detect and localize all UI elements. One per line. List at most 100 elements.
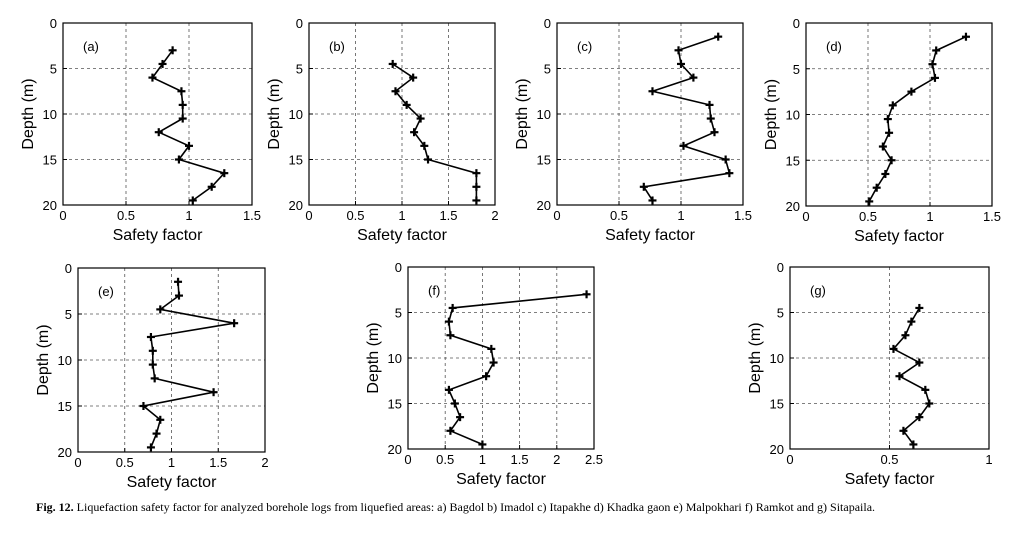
x-tick-label: 0.5 (859, 209, 877, 224)
data-point (648, 87, 657, 96)
plot-frame (62, 22, 253, 206)
x-tick-label: 2 (553, 452, 560, 467)
y-tick-label: 0 (50, 16, 57, 31)
x-tick-label: 0 (802, 209, 809, 224)
panel-label: (a) (83, 39, 99, 54)
y-tick-label: 15 (58, 399, 72, 414)
plot-frame (556, 22, 744, 206)
chart-panel-6: 0 0.5 1 1.5 2 2.5 0 5 10 15 20 (f) Safety factor Dept… (365, 260, 603, 488)
data-point (148, 360, 157, 369)
y-tick-label: 10 (770, 351, 784, 366)
data-point (714, 32, 723, 41)
x-tick-label: 0 (305, 208, 312, 223)
data-point (907, 317, 916, 326)
x-tick-label: 0.5 (117, 208, 135, 223)
series-line (151, 49, 226, 202)
data-point (930, 73, 939, 82)
data-point (420, 141, 429, 150)
data-point (932, 46, 941, 55)
y-tick-label: 20 (58, 445, 72, 460)
panel-label: (f) (428, 283, 440, 298)
y-tick-label: 20 (388, 442, 402, 457)
x-tick-label: 0.5 (116, 455, 134, 470)
data-point (639, 182, 648, 191)
x-tick-label: 1.5 (209, 455, 227, 470)
data-point (150, 374, 159, 383)
x-tick-label: 1.5 (983, 209, 1001, 224)
y-tick-label: 10 (786, 108, 800, 123)
chart-panel-3: 0 0.5 1 1.5 0 5 10 15 20 (c) Safety factor Depth (m… (514, 16, 752, 244)
y-tick-label: 15 (786, 153, 800, 168)
data-point (928, 60, 937, 69)
panel-label: (d) (826, 39, 842, 54)
x-tick-label: 1 (398, 208, 405, 223)
data-point (710, 128, 719, 137)
y-tick-label: 10 (289, 107, 303, 122)
data-point (409, 73, 418, 82)
data-point (725, 169, 734, 178)
panel-label: (c) (577, 39, 592, 54)
x-axis-label: Safety factor (127, 474, 217, 491)
data-point (448, 303, 457, 312)
x-tick-label: 1 (185, 208, 192, 223)
data-point (721, 155, 730, 164)
x-tick-label: 1.5 (243, 208, 261, 223)
data-point (887, 156, 896, 165)
data-point (677, 59, 685, 68)
y-tick-label: 5 (395, 306, 402, 321)
data-point (865, 197, 874, 206)
y-axis-label: Depth (m) (35, 324, 52, 395)
data-point (883, 115, 892, 124)
panel-label: (g) (810, 283, 826, 298)
data-point (185, 141, 193, 150)
data-point (424, 155, 433, 164)
data-point (881, 169, 890, 178)
y-tick-label: 0 (65, 261, 72, 276)
y-tick-label: 5 (544, 62, 551, 77)
data-point (925, 399, 934, 408)
x-axis-label: Safety factor (845, 471, 935, 488)
data-point (878, 142, 887, 151)
data-point (872, 183, 881, 192)
data-point (156, 305, 165, 314)
y-tick-label: 15 (537, 153, 551, 168)
x-tick-label: 0 (786, 452, 793, 467)
data-point (178, 114, 187, 123)
x-tick-label: 1.5 (734, 208, 752, 223)
data-point (168, 46, 177, 55)
data-point (230, 319, 239, 328)
data-point (888, 101, 897, 110)
chart-panel-4: 0 0.5 1 1.5 0 5 10 15 20 (d) Safety factor Depth (m… (763, 16, 1001, 245)
x-tick-label: 1.5 (511, 452, 529, 467)
data-point (402, 100, 411, 109)
x-tick-label: 2 (491, 208, 498, 223)
data-point (446, 331, 455, 340)
data-point (220, 169, 229, 178)
y-tick-label: 5 (65, 307, 72, 322)
y-tick-label: 5 (50, 62, 57, 77)
data-point (489, 358, 498, 367)
x-tick-label: 0.5 (880, 452, 898, 467)
data-point (482, 372, 491, 381)
y-tick-label: 20 (43, 198, 57, 213)
data-point (158, 59, 167, 68)
data-point (674, 46, 683, 55)
y-tick-label: 15 (289, 153, 303, 168)
data-point (391, 87, 400, 96)
data-point (148, 73, 157, 82)
y-axis-label: Depth (m) (20, 78, 37, 149)
data-point (679, 141, 688, 150)
chart-panel-1: 0 0.5 1 1.5 0 5 10 15 20 (a) Safety factor Depth (m… (20, 16, 261, 244)
data-point (177, 87, 186, 96)
y-tick-label: 20 (770, 442, 784, 457)
data-point (174, 291, 183, 300)
x-tick-label: 1 (985, 452, 992, 467)
y-tick-label: 0 (296, 16, 303, 31)
y-tick-label: 10 (43, 107, 57, 122)
data-point (909, 440, 918, 449)
data-point (889, 344, 898, 353)
data-point (921, 385, 930, 394)
